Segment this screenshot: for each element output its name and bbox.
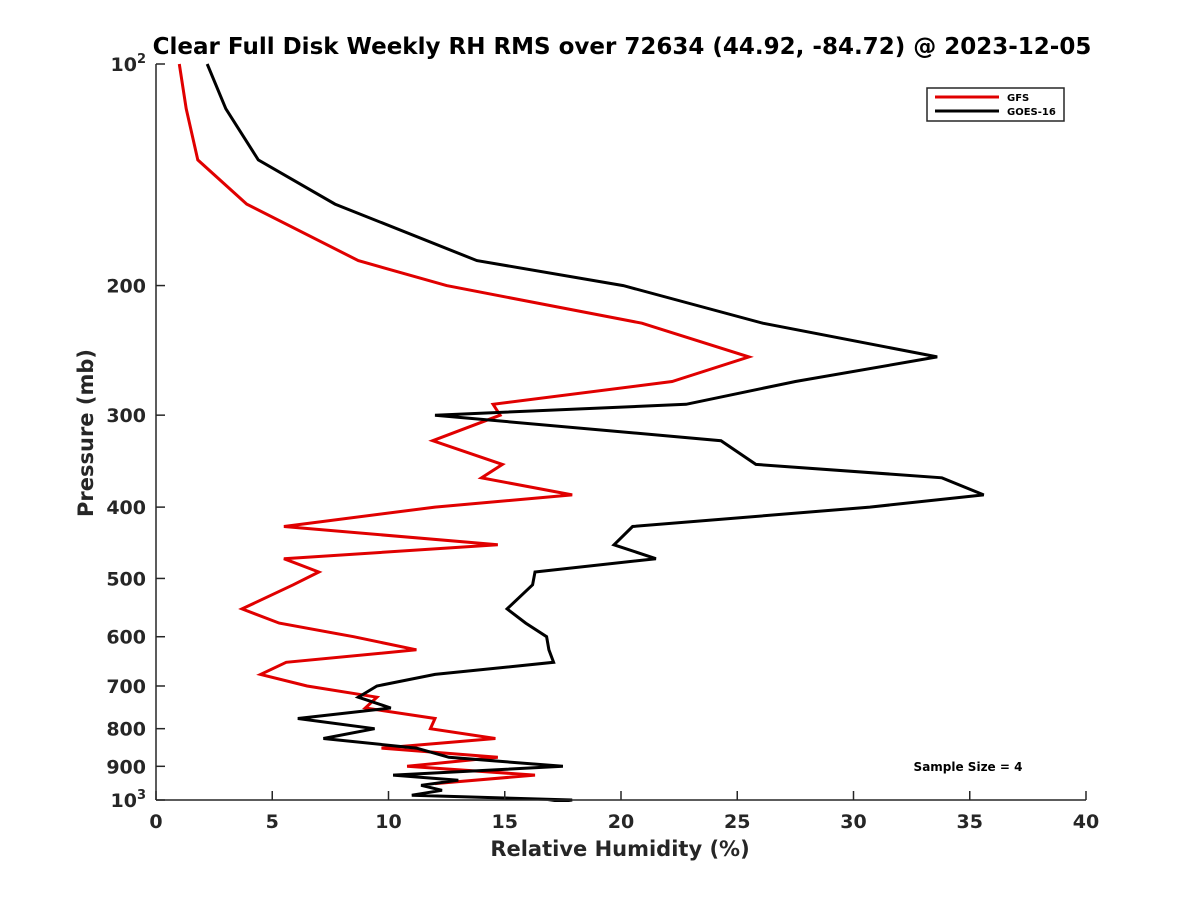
series-line-goes-16 [205,63,985,802]
x-tick-label: 20 [608,811,634,833]
axes-group: 0 5 10 15 20 25 30 35 40 102 200 300 400 500 600 700 800… [106,52,1099,833]
y-tick-label: 300 [106,405,146,427]
y-tick-label: 900 [106,756,146,778]
x-tick-label: 5 [266,811,279,833]
y-tick-label: 500 [106,568,146,590]
x-tick-label: 30 [840,811,866,833]
y-tick-label: 200 [106,276,146,298]
x-tick-label: 40 [1073,811,1099,833]
legend: GFS GOES-16 [926,87,1065,122]
x-tick-label: 0 [149,811,162,833]
y-tick-label: 102 [111,52,147,76]
legend-box [926,87,1065,122]
y-tick-label: 103 [111,788,147,812]
legend-label: GFS [1007,93,1029,104]
y-tick-label: 600 [106,627,146,649]
x-tick-label: 10 [375,811,401,833]
y-tick-label: 400 [106,497,146,519]
y-tick-label: 700 [106,676,146,698]
x-axis-label: Relative Humidity (%) [490,837,749,861]
legend-label: GOES-16 [1007,107,1056,118]
chart-title: Clear Full Disk Weekly RH RMS over 72634… [153,34,1092,60]
plot-series-group [177,63,985,802]
x-tick-label: 15 [492,811,518,833]
x-tick-label: 35 [957,811,983,833]
y-axis-label: Pressure (mb) [74,349,98,517]
sample-size-annotation: Sample Size = 4 [914,760,1023,774]
series-line-gfs [177,63,754,786]
y-tick-label: 800 [106,719,146,741]
x-tick-label: 25 [724,811,750,833]
